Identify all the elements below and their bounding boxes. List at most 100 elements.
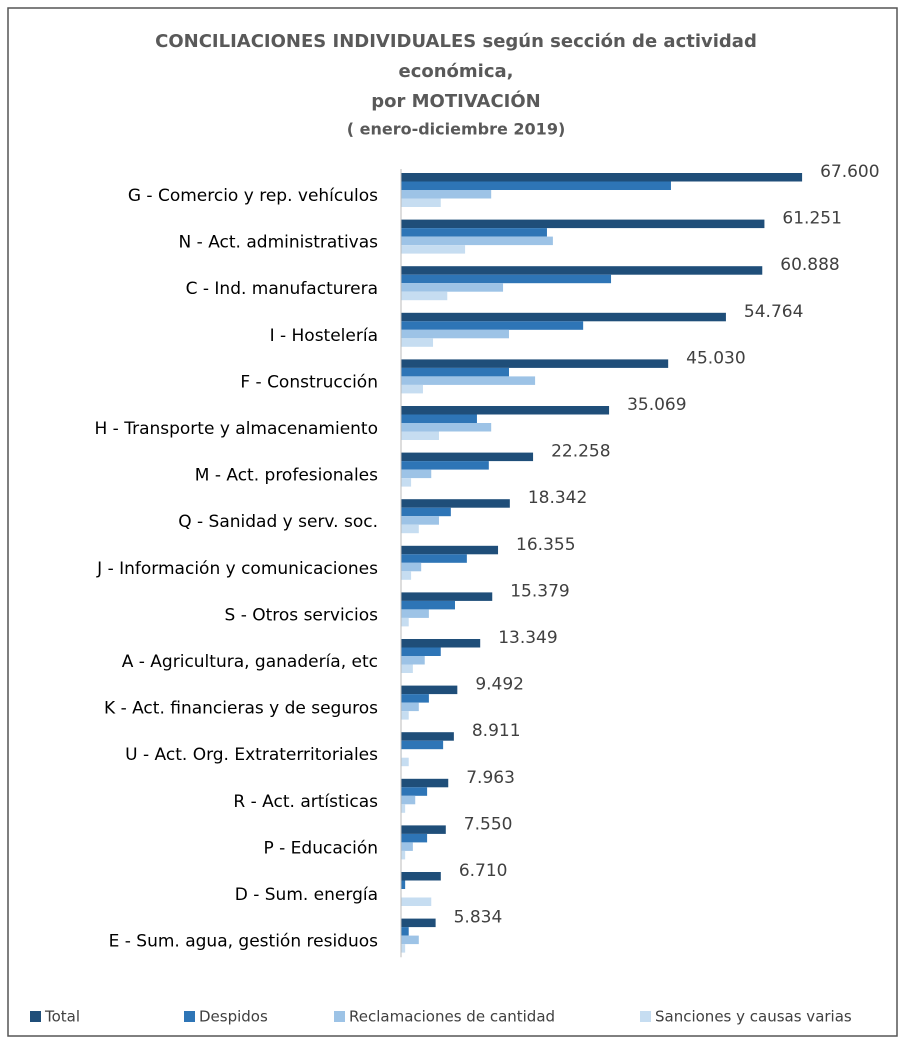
- bar: [401, 406, 610, 415]
- data-label: 9.492: [475, 675, 524, 695]
- bar: [401, 228, 547, 237]
- bar: [401, 732, 454, 741]
- bar: [401, 312, 726, 322]
- y-tick-label: M - Act. profesionales: [195, 466, 378, 486]
- legend-label: Total: [44, 1008, 80, 1026]
- bar: [401, 664, 413, 673]
- data-label: 67.600: [820, 162, 879, 182]
- bar: [401, 359, 669, 368]
- y-tick-label: J - Información y comunicaciones: [96, 559, 378, 579]
- legend-label: Sanciones y causas varias: [655, 1008, 852, 1026]
- bar: [401, 778, 449, 788]
- y-tick-label: R - Act. artísticas: [233, 792, 378, 812]
- chart-title: CONCILIACIONES INDIVIDUALES según secció…: [155, 31, 757, 52]
- bar: [401, 376, 536, 385]
- data-label: 54.764: [744, 302, 803, 322]
- bar: [401, 711, 409, 720]
- data-label: 8.911: [472, 721, 521, 741]
- bar: [401, 897, 432, 906]
- y-tick-label: P - Educación: [263, 838, 378, 858]
- bar: [401, 478, 412, 487]
- bar: [401, 795, 416, 805]
- data-label: 60.888: [780, 255, 839, 275]
- data-label: 22.258: [551, 442, 610, 462]
- bar: [401, 600, 455, 610]
- bar: [401, 384, 423, 394]
- y-tick-label: C - Ind. manufacturera: [186, 279, 378, 299]
- chart-border: [7, 7, 898, 1037]
- bar: [401, 825, 446, 834]
- bar: [401, 694, 429, 703]
- data-label: 6.710: [459, 861, 508, 881]
- bar: [401, 647, 441, 656]
- bar: [401, 880, 406, 889]
- y-tick-label: Q - Sanidad y serv. soc.: [178, 512, 378, 532]
- bar: [401, 173, 803, 182]
- legend-swatch: [184, 1011, 195, 1022]
- bar: [401, 283, 504, 292]
- data-label: 7.550: [464, 814, 513, 834]
- y-tick-label: N - Act. administrativas: [179, 233, 379, 253]
- data-label: 61.251: [782, 209, 841, 229]
- y-tick-label: S - Otros servicios: [225, 605, 379, 625]
- bar: [401, 787, 428, 796]
- bar: [401, 804, 406, 813]
- bar: [401, 656, 425, 665]
- legend-swatch: [30, 1011, 41, 1022]
- bar: [401, 740, 444, 750]
- bar: [401, 423, 492, 432]
- bar: [401, 833, 428, 843]
- chart-subtitle: ( enero-diciembre 2019): [347, 120, 566, 139]
- bar: [401, 609, 429, 618]
- legend-label: Despidos: [199, 1008, 268, 1026]
- bar: [401, 461, 489, 470]
- bar: [401, 338, 434, 347]
- bar: [401, 935, 419, 945]
- bar: [401, 872, 441, 881]
- data-label: 5.834: [454, 908, 503, 928]
- data-label: 16.355: [516, 535, 575, 555]
- bar: [401, 524, 419, 534]
- y-tick-label: H - Transporte y almacenamiento: [94, 419, 378, 439]
- bar: [401, 592, 493, 601]
- bar: [401, 452, 534, 462]
- data-label: 13.349: [498, 628, 557, 648]
- bar: [401, 236, 553, 246]
- bar: [401, 927, 409, 936]
- bar: [401, 219, 765, 229]
- bar: [401, 321, 584, 330]
- bar: [401, 414, 477, 423]
- bar: [401, 181, 671, 190]
- legend-label: Reclamaciones de cantidad: [349, 1008, 555, 1026]
- data-label: 18.342: [528, 488, 587, 508]
- bar: [401, 850, 406, 860]
- y-tick-label: K - Act. financieras y de seguros: [104, 699, 378, 719]
- bar: [401, 367, 509, 377]
- legend-swatch: [334, 1011, 345, 1022]
- bar: [401, 918, 436, 928]
- y-tick-label: F - Construcción: [240, 372, 378, 392]
- legend-swatch: [640, 1011, 651, 1022]
- bar: [401, 757, 409, 767]
- bar: [401, 545, 499, 555]
- bar: [401, 554, 467, 563]
- bar: [401, 702, 419, 712]
- data-label: 7.963: [466, 768, 515, 788]
- bar: [401, 431, 439, 440]
- y-tick-label: E - Sum. agua, gestión residuos: [109, 932, 379, 952]
- bar: [401, 516, 439, 525]
- bar: [401, 944, 406, 953]
- bar: [401, 190, 492, 199]
- bar: [401, 507, 451, 517]
- bar: [401, 469, 432, 479]
- bar: [401, 266, 763, 275]
- bar: [401, 685, 458, 695]
- y-tick-label: G - Comercio y rep. vehículos: [128, 186, 378, 206]
- bar: [401, 245, 466, 254]
- bar: [401, 499, 510, 508]
- bar: [401, 291, 448, 301]
- bar: [401, 329, 509, 339]
- bar: [401, 571, 412, 580]
- bar: [401, 639, 481, 648]
